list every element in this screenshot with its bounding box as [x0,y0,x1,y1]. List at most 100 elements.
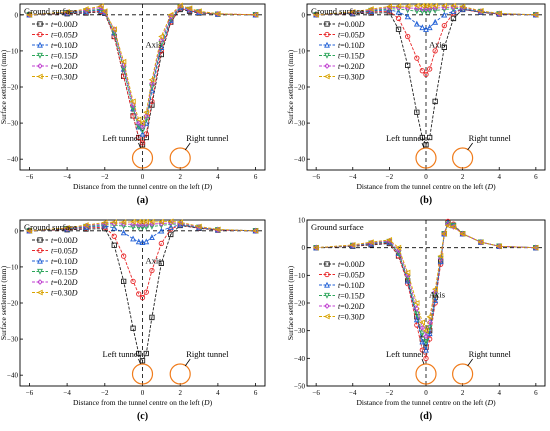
legend-label: t=0.00D [51,236,78,245]
y-tick-label: −20 [7,84,18,92]
data-point [426,8,433,15]
data-point [63,9,70,15]
legend-label: t=0.15D [338,51,365,60]
x-axis-label: Distance from the tunnel centre on the l… [73,182,213,191]
data-point [419,8,426,15]
legend-marker [37,237,43,243]
series-line [316,223,536,344]
legend-label: t=0.30D [51,288,78,297]
axis-label: Axis [146,39,162,49]
legend-marker [324,63,330,69]
y-axis-label: Surface settlement (mm) [0,265,8,340]
data-point [135,116,142,123]
legend-marker [324,21,330,27]
x-tick-label: 0 [141,389,145,397]
x-axis-label: Distance from the tunnel centre on the l… [356,182,496,191]
data-point [386,236,393,243]
left-tunnel-circle [415,147,437,169]
series-t=0.30D [312,222,539,334]
x-tick-label: −2 [101,389,109,397]
x-tick-label: 2 [461,389,465,397]
data-point [477,239,484,246]
legend-marker [36,289,43,296]
data-point [404,13,411,20]
data-point [312,11,319,18]
legend-label: t=0.20D [51,278,78,287]
y-tick-label: 0 [15,227,19,235]
legend-marker [324,52,330,59]
data-point [120,62,127,69]
data-point [143,218,149,225]
data-point [139,294,146,301]
data-point [121,278,127,284]
x-tick-label: −2 [101,173,109,181]
legend-marker [37,52,43,59]
data-point [143,113,150,119]
data-point [423,333,429,340]
data-point [158,33,164,40]
right-tunnel-label: Right tunnel [469,349,512,359]
data-point [367,239,374,246]
y-axis-label: Surface settlement (mm) [286,49,295,124]
data-point [532,11,539,18]
y-tick-label: 0 [302,11,306,19]
data-point [102,226,108,232]
y-tick-label: 10 [298,217,306,225]
data-point [532,244,539,251]
y-tick-label: 0 [15,11,19,19]
legend-marker [37,31,43,38]
x-tick-label: 6 [254,173,258,181]
data-point [111,233,117,239]
legend-label: t=0.10D [51,41,78,50]
data-point [130,106,137,112]
axis-label: Axis [146,255,162,265]
right-tunnel-circle [452,147,474,169]
x-tick-label: −6 [26,173,34,181]
data-point [477,7,484,14]
left-tunnel-label: Left tunnel [103,133,141,143]
data-point [101,8,108,15]
y-tick-label: −30 [7,120,18,128]
y-axis-label: Surface settlement (mm) [0,49,8,124]
data-point [404,3,411,10]
right-tunnel-circle [169,363,191,385]
data-point [395,26,402,32]
legend-label: t=0.20D [338,302,365,311]
ground-surface-label: Ground surface [24,6,77,16]
data-point [431,286,438,293]
y-tick-label: −30 [294,327,305,335]
x-tick-label: 6 [254,389,258,397]
axis-label: Axis [429,39,445,49]
data-point [414,55,420,61]
data-point [139,120,146,127]
series-line [29,224,256,299]
data-point [395,3,402,10]
data-point [214,10,221,17]
legend-label: t=0.05D [338,270,365,279]
legend-marker [36,73,43,80]
series-line [316,8,536,30]
data-point [441,44,447,50]
data-point [148,76,155,83]
data-point [149,80,155,87]
data-point [423,71,429,78]
legend-label: t=0.30D [51,72,78,81]
data-point [426,2,433,9]
data-point [136,350,142,357]
left-tunnel-arrow [421,142,425,149]
data-point [136,134,142,141]
data-point [143,289,149,295]
data-point [167,13,174,20]
x-tick-label: 0 [141,173,145,181]
data-point [441,2,447,9]
y-tick-label: −10 [294,272,305,280]
left-tunnel-circle [131,147,154,169]
data-point [143,109,149,116]
data-point [139,140,146,146]
data-point [143,238,150,245]
data-point [176,2,183,9]
